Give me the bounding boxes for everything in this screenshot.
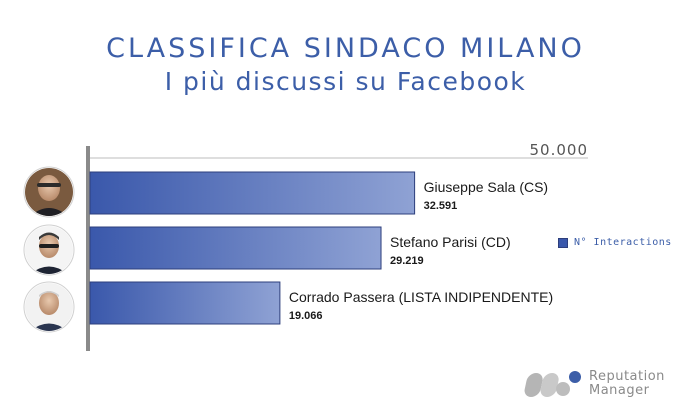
logo-mark-icon xyxy=(524,371,581,397)
bar-giuseppe-sala xyxy=(89,171,416,215)
logo-text-line1: Reputation xyxy=(589,369,665,384)
chart-subtitle: I più discussi su Facebook xyxy=(164,67,527,96)
chart-title: CLASSIFICA SINDACO MILANO xyxy=(106,33,585,64)
bar-value-stefano-parisi: 29.219 xyxy=(390,255,424,267)
reputation-manager-logo: Reputation Manager xyxy=(521,369,665,399)
legend-swatch xyxy=(558,237,568,248)
y-axis-line xyxy=(86,146,90,351)
avatar-giuseppe-sala xyxy=(23,166,75,218)
avatar-stefano-parisi xyxy=(23,224,75,276)
avatar-corrado-passera xyxy=(23,281,75,333)
logo-text-line2: Manager xyxy=(589,383,650,398)
bar-stefano-parisi xyxy=(89,226,382,270)
legend-label: N° Interactions xyxy=(574,237,672,248)
bar-corrado-passera xyxy=(89,281,281,325)
bar-value-corrado-passera: 19.066 xyxy=(289,310,323,322)
bar-label-corrado-passera: Corrado Passera (LISTA INDIPENDENTE) xyxy=(289,289,553,305)
chart-legend: N° Interactions xyxy=(558,237,672,248)
bar-label-stefano-parisi: Stefano Parisi (CD) xyxy=(390,234,511,250)
axis-max-label: 50.000 xyxy=(530,141,589,159)
bar-value-giuseppe-sala: 32.591 xyxy=(424,200,458,212)
bar-label-giuseppe-sala: Giuseppe Sala (CS) xyxy=(424,179,549,195)
